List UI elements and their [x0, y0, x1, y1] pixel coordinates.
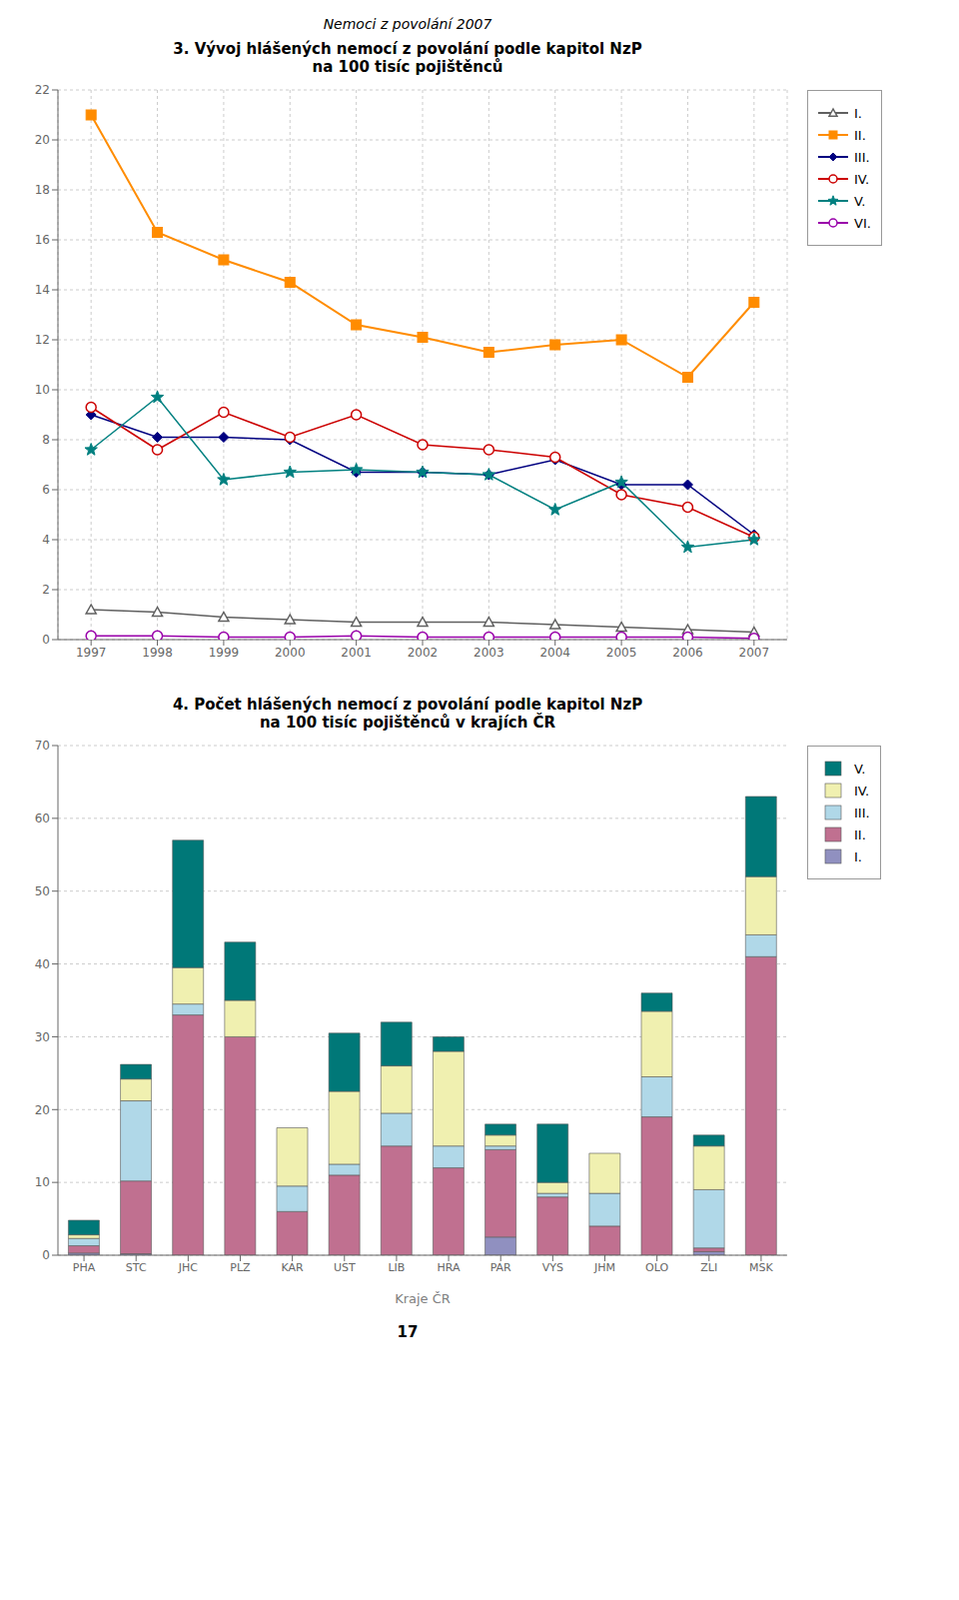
svg-text:1999: 1999 — [208, 645, 240, 660]
html-text:V.: V. — [854, 193, 866, 209]
svg-text:LIB: LIB — [387, 1260, 405, 1274]
html-text:Nemoci z povolání 2007: Nemoci z povolání 2007 — [323, 15, 492, 32]
svg-text:12: 12 — [34, 332, 50, 347]
svg-text:Kraje ČR: Kraje ČR — [394, 1290, 451, 1306]
html-text:4. Počet hlášených nemocí z po: 4. Počet hlášených nemocí z povolání pod… — [172, 695, 643, 732]
svg-text:70: 70 — [34, 738, 50, 753]
svg-text:60: 60 — [34, 811, 50, 826]
svg-text:2: 2 — [41, 582, 50, 597]
html-text:VI.: VI. — [854, 215, 871, 231]
svg-text:0: 0 — [41, 632, 50, 647]
html-text:IV.: IV. — [854, 171, 870, 187]
svg-text:PAR: PAR — [490, 1260, 512, 1274]
svg-text:8: 8 — [41, 432, 50, 447]
svg-text:4: 4 — [41, 532, 50, 547]
svg-text:18: 18 — [34, 182, 50, 197]
svg-text:1998: 1998 — [141, 645, 173, 660]
svg-text:2004: 2004 — [539, 645, 571, 660]
html-text:II.: II. — [854, 826, 866, 842]
svg-text:JHM: JHM — [593, 1260, 616, 1274]
svg-text:2000: 2000 — [274, 645, 306, 660]
svg-text:PHA: PHA — [72, 1260, 96, 1274]
html-text:I.: I. — [854, 105, 863, 121]
svg-text:PLZ: PLZ — [229, 1260, 251, 1274]
svg-text:VYS: VYS — [542, 1260, 564, 1274]
svg-text:1997: 1997 — [75, 645, 107, 660]
svg-text:2001: 2001 — [340, 645, 372, 660]
svg-text:0: 0 — [41, 1247, 50, 1262]
svg-text:KAR: KAR — [281, 1260, 305, 1274]
svg-text:10: 10 — [34, 382, 50, 397]
svg-text:20: 20 — [34, 132, 50, 147]
svg-text:16: 16 — [34, 232, 50, 247]
html-text:I.: I. — [854, 848, 863, 864]
svg-text:2007: 2007 — [739, 645, 771, 660]
svg-text:ZLI: ZLI — [700, 1260, 718, 1274]
html-text:II.: II. — [854, 127, 866, 143]
svg-text:30: 30 — [34, 1029, 50, 1044]
svg-text:JHC: JHC — [177, 1260, 199, 1274]
html-text:III.: III. — [854, 149, 870, 165]
svg-text:50: 50 — [34, 884, 50, 899]
svg-text:2006: 2006 — [672, 645, 704, 660]
svg-text:20: 20 — [34, 1102, 50, 1117]
html-text:3. Vývoj hlášených nemocí z po: 3. Vývoj hlášených nemocí z povolání pod… — [173, 39, 643, 76]
svg-text:2005: 2005 — [606, 645, 638, 660]
html-text:IV.: IV. — [854, 782, 870, 798]
svg-text:HRA: HRA — [437, 1260, 461, 1274]
svg-text:40: 40 — [34, 957, 50, 971]
svg-text:14: 14 — [34, 282, 50, 297]
svg-text:OLO: OLO — [645, 1260, 669, 1274]
svg-text:2002: 2002 — [407, 645, 439, 660]
svg-text:2003: 2003 — [473, 645, 505, 660]
svg-text:STC: STC — [125, 1260, 147, 1274]
html-text:V.: V. — [854, 760, 866, 776]
svg-text:MSK: MSK — [749, 1260, 774, 1274]
svg-text:6: 6 — [41, 482, 50, 497]
html-text:III.: III. — [854, 804, 870, 820]
svg-text:UST: UST — [333, 1260, 356, 1274]
svg-text:22: 22 — [34, 82, 50, 97]
html-text:17: 17 — [397, 1322, 418, 1341]
svg-text:10: 10 — [34, 1174, 50, 1189]
